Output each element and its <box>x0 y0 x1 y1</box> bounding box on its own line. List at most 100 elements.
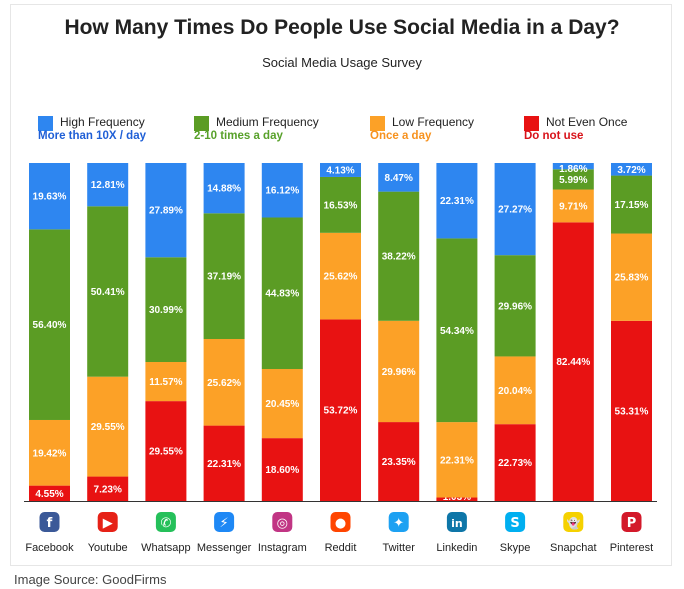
data-label: 22.31% <box>440 196 474 207</box>
bar-segment-pinterest-medium-frequency <box>611 175 652 234</box>
bar-group-linkedin: 1.03%22.31%54.34%22.31% <box>436 163 478 503</box>
bar-segment-youtube-not-even-once <box>87 476 129 501</box>
data-label: 7.23% <box>94 484 122 495</box>
snapchat-icon: 👻 <box>563 512 584 532</box>
twitter-icon-glyph: ✦ <box>393 516 404 531</box>
bar-segment-twitter-not-even-once <box>378 422 420 501</box>
pinterest-icon: P <box>621 512 642 532</box>
bar-segment-facebook-low-frequency <box>29 419 70 486</box>
data-label: 29.55% <box>149 447 183 458</box>
data-label: 22.73% <box>498 458 532 469</box>
data-label: 3.72% <box>617 165 645 176</box>
instagram-icon-background <box>272 512 293 532</box>
category-label-messenger: Messenger <box>197 542 252 554</box>
bar-segment-messenger-not-even-once <box>203 425 245 501</box>
data-label: 16.12% <box>265 186 299 197</box>
bar-group-snapchat: 82.44% 9.71% 5.99%1.86% <box>552 163 594 502</box>
legend-label: Low Frequency <box>392 115 475 129</box>
data-label: 25.62% <box>324 272 358 283</box>
facebook-icon: f <box>39 512 60 532</box>
bar-segment-whatsapp-medium-frequency <box>145 257 187 363</box>
bar-segment-whatsapp-not-even-once <box>145 401 187 501</box>
bar-segment-linkedin-not-even-once <box>436 497 478 501</box>
legend-label: Medium Frequency <box>216 115 319 129</box>
bar-group-instagram: 18.60% 20.45% 44.83% 16.12% <box>261 163 303 501</box>
bar-segment-pinterest-high-frequency <box>611 163 652 176</box>
data-label: 8.47% <box>385 173 413 184</box>
data-label: 1.86% <box>559 164 587 175</box>
image-source-caption: Image Source: GoodFirms <box>14 572 167 587</box>
bar-segment-snapchat-low-frequency <box>552 189 594 223</box>
messenger-icon-background <box>214 512 235 532</box>
data-label: 14.88% <box>207 184 241 195</box>
bar-segment-instagram-not-even-once <box>261 438 303 501</box>
pinterest-icon-background <box>621 512 642 532</box>
data-label: 44.83% <box>265 289 299 300</box>
chart-title: How Many Times Do People Use Social Medi… <box>64 16 620 39</box>
youtube-icon: ▶ <box>97 512 118 532</box>
bar-segment-linkedin-high-frequency <box>436 163 478 239</box>
bar-segment-snapchat-not-even-once <box>552 222 594 502</box>
bar-segment-linkedin-medium-frequency <box>436 238 478 423</box>
data-label: 56.40% <box>33 320 67 331</box>
bar-segment-messenger-high-frequency <box>203 163 245 214</box>
facebook-icon-background <box>39 512 60 532</box>
category-label-linkedin: Linkedin <box>436 542 477 554</box>
bar-segment-whatsapp-high-frequency <box>145 163 187 258</box>
data-label: 29.96% <box>498 301 532 312</box>
data-label: 4.13% <box>326 165 354 176</box>
bar-segment-snapchat-high-frequency <box>552 163 594 170</box>
category-label-whatsapp: Whatsapp <box>141 542 191 554</box>
bar-group-skype: 22.73% 20.04% 29.96% 27.27% <box>494 163 536 501</box>
data-label: 20.04% <box>498 386 532 397</box>
category-label-skype: Skype <box>500 542 531 554</box>
data-label: 19.42% <box>33 448 67 459</box>
bar-segment-facebook-high-frequency <box>29 163 70 230</box>
bar-segment-linkedin-low-frequency <box>436 422 478 498</box>
linkedin-icon-background <box>446 512 467 532</box>
bar-group-whatsapp: 29.55% 11.57% 30.99% 27.89% <box>145 163 187 501</box>
data-label: 29.55% <box>91 422 125 433</box>
legend-label: Not Even Once <box>546 115 628 129</box>
linkedin-icon-glyph: in <box>451 517 463 530</box>
data-label: 37.19% <box>207 272 241 283</box>
data-label: 22.31% <box>207 459 241 470</box>
messenger-icon-glyph: ⚡ <box>220 516 229 531</box>
youtube-icon-background <box>97 512 118 532</box>
category-label-facebook: Facebook <box>25 542 74 554</box>
bar-group-youtube: 7.23% 29.55% 50.41% 12.81% <box>87 163 129 501</box>
chart-subtitle: Social Media Usage Survey <box>262 55 422 70</box>
twitter-icon: ✦ <box>388 512 409 532</box>
skype-icon: S <box>505 512 526 532</box>
bar-segment-instagram-medium-frequency <box>261 217 303 370</box>
bar-segment-skype-medium-frequency <box>494 255 536 357</box>
legend-swatch <box>194 116 209 131</box>
chart-plot: 4.55% 19.42% 56.40% 19.63% 7.23% 29.55% 50.41%… <box>24 163 657 554</box>
legend-sublabel: 2-10 times a day <box>194 130 283 142</box>
bar-segment-pinterest-not-even-once <box>611 320 652 501</box>
bar-segment-reddit-high-frequency <box>320 163 361 177</box>
instagram-icon-glyph: ◎ <box>277 516 288 531</box>
messenger-icon: ⚡ <box>214 512 235 532</box>
bar-segment-messenger-low-frequency <box>203 338 245 426</box>
legend-sublabel: Once a day <box>370 130 432 142</box>
legend-sublabel: Do not use <box>524 130 584 142</box>
bar-segment-facebook-medium-frequency <box>29 229 70 420</box>
data-label: 18.60% <box>265 465 299 476</box>
facebook-icon-glyph: f <box>47 516 53 531</box>
category-label-twitter: Twitter <box>382 542 415 554</box>
category-label-snapchat: Snapchat <box>550 542 596 554</box>
reddit-icon: ● <box>330 512 351 532</box>
data-label: 22.31% <box>440 455 474 466</box>
bar-segment-instagram-high-frequency <box>261 163 303 218</box>
legend-sublabel: More than 10X / day <box>38 130 147 142</box>
skype-icon-glyph: S <box>510 516 519 531</box>
data-label: 82.44% <box>556 357 590 368</box>
whatsapp-icon-background <box>155 512 176 532</box>
data-label: 29.96% <box>382 367 416 378</box>
pinterest-icon-glyph: P <box>627 516 637 531</box>
data-label: 23.35% <box>382 457 416 468</box>
bar-segment-reddit-not-even-once <box>320 319 361 501</box>
data-label: 9.71% <box>559 201 587 212</box>
bar-group-pinterest: 53.31% 25.83% 17.15% 3.72% <box>611 163 652 501</box>
